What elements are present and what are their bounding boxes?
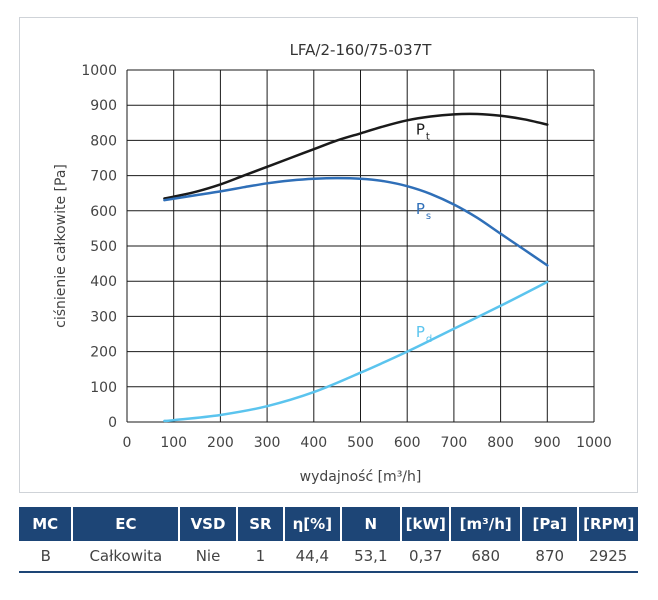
y-tick-label: 900 [90,98,117,114]
x-tick-label: 300 [254,435,281,451]
cell-mc: B [19,541,73,573]
y-tick-label: 700 [90,169,117,185]
x-tick-label: 200 [207,435,234,451]
cell-n: 53,1 [340,541,402,573]
x-tick-label: 1000 [576,435,612,451]
y-tick-label: 0 [108,415,117,431]
chart-frame [19,17,638,493]
header-n: N [340,507,403,541]
header-ec: EC [72,507,181,541]
cell-vsd: Nie [179,541,237,573]
y-tick-label: 1000 [81,63,117,79]
y-tick-label: 800 [90,133,117,149]
x-axis-label: wydajność [m³/h] [300,469,422,485]
header-efficiency: η[%] [284,507,342,541]
x-tick-label: 100 [160,435,187,451]
series-line-ps [163,176,549,267]
cell-rpm: 2925 [578,541,638,573]
cell-kw: 0,37 [401,541,451,573]
x-tick-label: 900 [534,435,561,451]
x-tick-label: 400 [300,435,327,451]
x-tick-label: 800 [487,435,514,451]
y-tick-label: 100 [90,380,117,396]
header-rpm: [RPM] [578,507,638,541]
header-pa: [Pa] [521,507,580,541]
series-line-pd [163,280,549,423]
y-axis-label: ciśnienie całkowite [Pa] [53,164,69,328]
header-kw: [kW] [401,507,452,541]
specs-data-row: B Całkowita Nie 1 44,4 53,1 0,37 680 870… [19,541,638,573]
cell-ec: Całkowita [72,541,180,573]
series-label-sub-ps: s [426,211,431,222]
x-tick-label: 500 [347,435,374,451]
y-tick-label: 600 [90,204,117,220]
cell-pa: 870 [521,541,579,573]
header-sr: SR [236,507,286,541]
series-label-pd: P [416,323,425,341]
y-tick-label: 200 [90,345,117,361]
cell-sr: 1 [236,541,285,573]
cell-flow: 680 [450,541,521,573]
series-label-ps: P [416,200,425,218]
series-label-pt: P [416,121,425,139]
y-tick-label: 500 [90,239,117,255]
x-tick-label: 700 [441,435,468,451]
series-label-sub-pd: d [426,334,432,345]
specs-header-row: MC EC VSD SR η[%] N [kW] [m³/h] [Pa] [RP… [19,507,638,541]
chart-title: LFA/2-160/75-037T [290,41,433,59]
x-tick-label: 0 [123,435,132,451]
y-tick-label: 400 [90,274,117,290]
x-tick-label: 600 [394,435,421,451]
y-tick-label: 300 [90,309,117,325]
header-mc: MC [19,507,74,541]
header-vsd: VSD [179,507,238,541]
header-flow: [m³/h] [450,507,522,541]
performance-chart: 0 100 200 300 400 500 600 700 800 900 1000 0 100 200 3… [53,41,612,485]
series-line-pt [163,112,549,200]
cell-efficiency: 44,4 [284,541,341,573]
specs-table: MC EC VSD SR η[%] N [kW] [m³/h] [Pa] [RP… [19,507,638,573]
series-label-sub-pt: t [426,132,430,143]
